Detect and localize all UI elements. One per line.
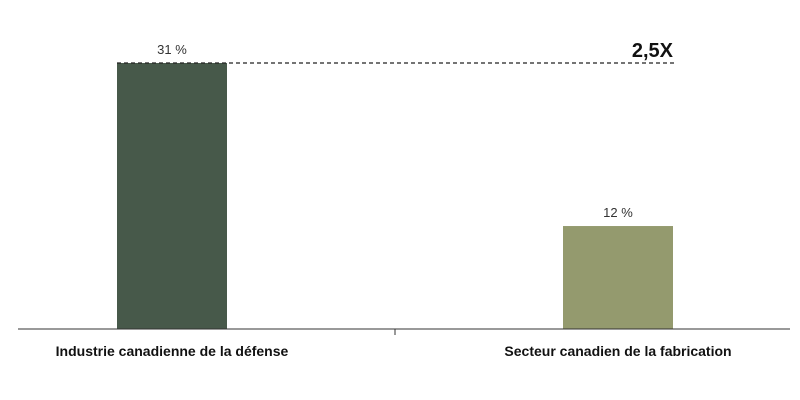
category-label-2: Secteur canadien de la fabrication [504, 343, 731, 359]
bar-1 [117, 63, 227, 329]
category-labels-group: Industrie canadienne de la défense Secteu… [56, 343, 732, 359]
bar-2 [563, 226, 673, 329]
value-labels-group: 31 % 12 % [157, 42, 633, 220]
bar-value-label-2: 12 % [603, 205, 633, 220]
bars-group [117, 63, 673, 329]
category-label-1: Industrie canadienne de la défense [56, 343, 289, 359]
bar-value-label-1: 31 % [157, 42, 187, 57]
multiplier-label: 2,5X [632, 40, 674, 62]
